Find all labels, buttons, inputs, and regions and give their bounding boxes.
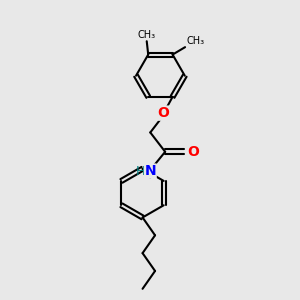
Text: H: H <box>136 165 145 178</box>
Text: O: O <box>187 145 199 159</box>
Text: CH₃: CH₃ <box>187 36 205 46</box>
Text: N: N <box>145 164 156 178</box>
Text: O: O <box>158 106 170 120</box>
Text: CH₃: CH₃ <box>138 30 156 40</box>
